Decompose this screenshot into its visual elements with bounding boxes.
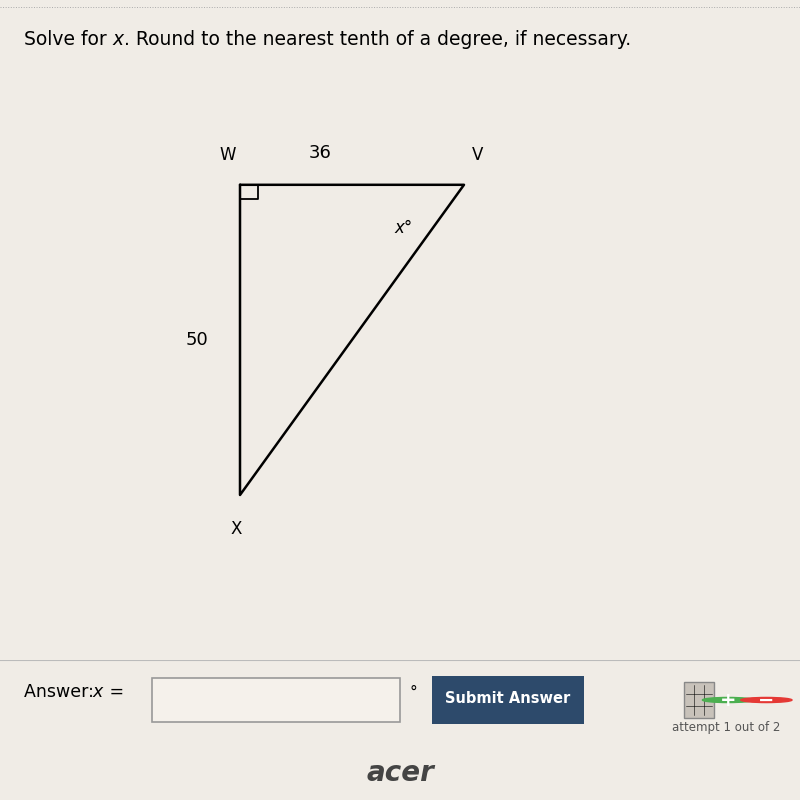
Text: =: = [104,683,124,701]
Text: x°: x° [395,218,413,237]
Text: V: V [472,146,483,164]
Text: x: x [92,683,102,701]
Text: X: X [230,520,242,538]
Text: acer: acer [366,759,434,787]
Text: W: W [219,146,236,164]
Text: Answer:: Answer: [24,683,105,701]
Circle shape [702,698,754,702]
Text: Submit Answer: Submit Answer [446,691,570,706]
Text: attempt 1 out of 2: attempt 1 out of 2 [672,721,780,734]
Text: Solve for: Solve for [24,30,113,49]
Text: x: x [113,30,124,49]
Text: 50: 50 [186,331,208,349]
Text: °: ° [410,685,418,699]
Text: . Round to the nearest tenth of a degree, if necessary.: . Round to the nearest tenth of a degree… [124,30,631,49]
Text: +: + [720,690,736,710]
Text: −: − [758,690,774,710]
FancyBboxPatch shape [684,682,714,718]
Text: 36: 36 [309,144,331,162]
FancyBboxPatch shape [152,678,400,722]
FancyBboxPatch shape [432,676,584,724]
Circle shape [741,698,792,702]
